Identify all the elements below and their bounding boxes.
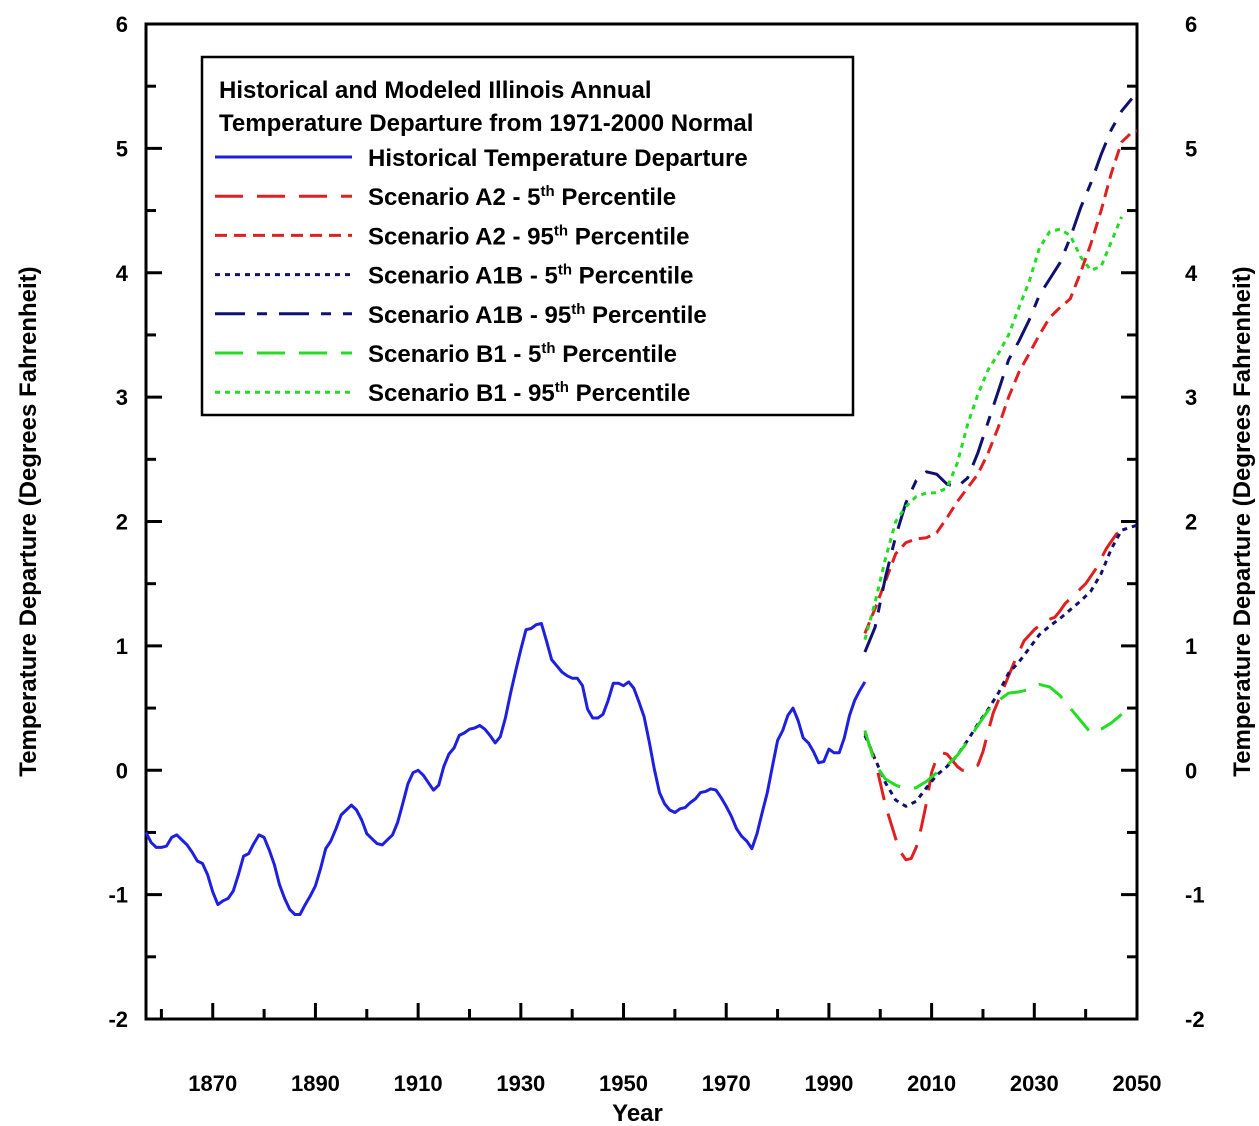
legend-label-a1b_5: Scenario A1B - 5th Percentile bbox=[368, 262, 693, 290]
legend-label-b1_5: Scenario B1 - 5th Percentile bbox=[368, 340, 677, 368]
x-tick-label: 2030 bbox=[1010, 1071, 1059, 1096]
plot-area bbox=[144, 97, 1138, 916]
y-tick-label-right: 2 bbox=[1185, 510, 1197, 535]
x-tick-label: 1950 bbox=[599, 1071, 648, 1096]
y-tick-label-right: -2 bbox=[1185, 1007, 1205, 1032]
legend-label-hist: Historical Temperature Departure bbox=[368, 145, 748, 172]
x-axis-title: Year bbox=[612, 1100, 663, 1126]
axes-frame bbox=[144, 22, 1139, 1021]
series-line-a2_5 bbox=[863, 526, 1128, 862]
y-tick-label-right: 3 bbox=[1185, 385, 1197, 410]
y-tick-label-left: 6 bbox=[116, 12, 128, 37]
y-tick-label-left: 3 bbox=[116, 385, 128, 410]
axis-labels: -2 -2 -1 -1 0 0 1 1 2 2 3 3 4 4 5 5 6 6 1870 1890 1910 1930 19… bbox=[15, 12, 1256, 1126]
x-tick-label: 2010 bbox=[907, 1071, 956, 1096]
legend-label-a1b_95: Scenario A1B - 95th Percentile bbox=[368, 301, 707, 329]
y-axis-title-left: Temperature Departure (Degrees Fahrenhei… bbox=[15, 266, 42, 776]
series-line-b1_5 bbox=[863, 682, 1123, 791]
series-line-a1b_5 bbox=[863, 523, 1138, 808]
y-tick-label-right: 6 bbox=[1185, 12, 1197, 37]
y-tick-label-right: 4 bbox=[1185, 261, 1198, 286]
y-tick-label-left: 1 bbox=[116, 634, 128, 659]
x-tick-label: 1910 bbox=[394, 1071, 443, 1096]
y-tick-label-right: 0 bbox=[1185, 758, 1197, 783]
x-tick-label: 1970 bbox=[702, 1071, 751, 1096]
series-line-hist bbox=[144, 622, 867, 916]
x-tick-label: 1990 bbox=[804, 1071, 853, 1096]
x-tick-label: 1930 bbox=[496, 1071, 545, 1096]
legend-label-a2_95: Scenario A2 - 95th Percentile bbox=[368, 222, 689, 250]
y-tick-label-right: 1 bbox=[1185, 634, 1197, 659]
legend-label-b1_95: Scenario B1 - 95th Percentile bbox=[368, 379, 690, 407]
legend: Historical and Modeled Illinois Annual Te… bbox=[200, 55, 855, 417]
legend-label-a2_5: Scenario A2 - 5th Percentile bbox=[368, 183, 676, 211]
x-tick-label: 2050 bbox=[1113, 1071, 1162, 1096]
series-line-a2_95 bbox=[863, 129, 1138, 634]
y-tick-label-left: 4 bbox=[116, 261, 129, 286]
series-line-b1_95 bbox=[863, 216, 1123, 641]
y-tick-label-right: 5 bbox=[1185, 136, 1197, 161]
legend-title-line1: Historical and Modeled Illinois Annual bbox=[219, 77, 652, 104]
series-line-a1b_95 bbox=[863, 97, 1134, 653]
y-tick-label-left: -2 bbox=[108, 1007, 128, 1032]
y-axis-title-right: Temperature Departure (Degrees Fahrenhei… bbox=[1229, 266, 1256, 776]
y-tick-label-left: 5 bbox=[116, 136, 128, 161]
x-tick-label: 1890 bbox=[291, 1071, 340, 1096]
x-tick-label: 1870 bbox=[188, 1071, 237, 1096]
y-tick-label-left: -1 bbox=[108, 883, 128, 908]
y-tick-label-right: -1 bbox=[1185, 883, 1205, 908]
legend-title-line2: Temperature Departure from 1971-2000 Nor… bbox=[219, 110, 753, 137]
y-tick-label-left: 2 bbox=[116, 510, 128, 535]
y-tick-label-left: 0 bbox=[116, 758, 128, 783]
